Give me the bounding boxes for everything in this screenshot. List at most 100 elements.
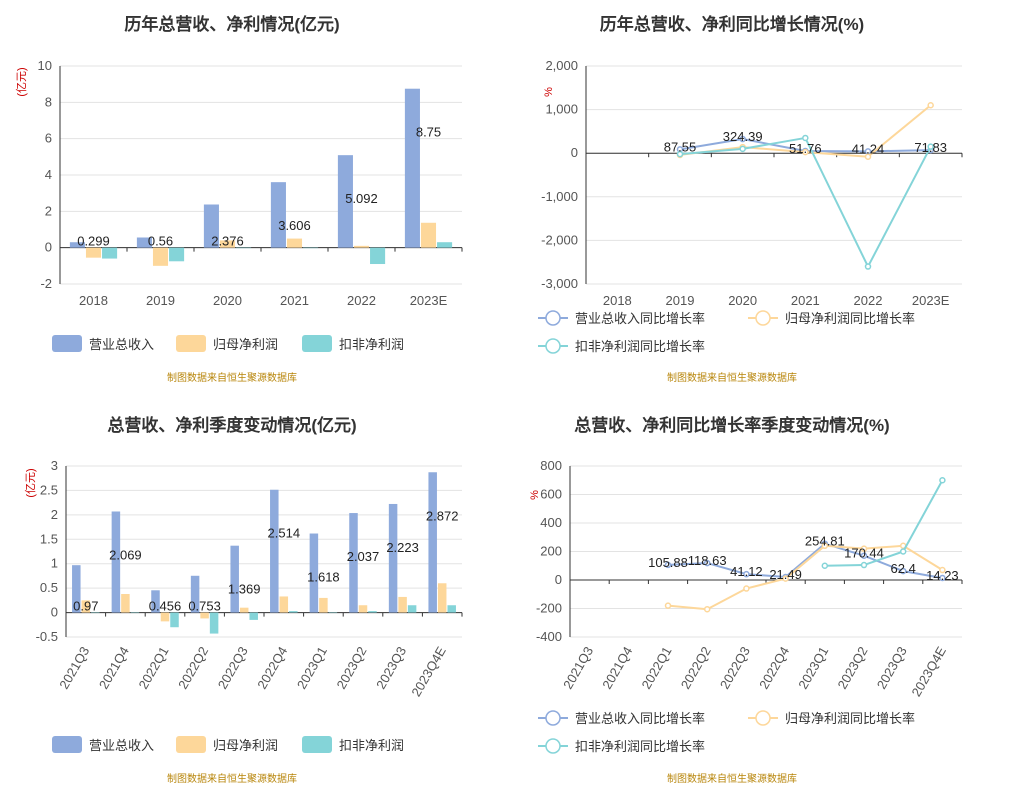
chart-panel-quarterly-amounts: 总营收、净利季度变动情况(亿元) (亿元) 制图数据来自恒生聚源数据库 -0.5… — [0, 399, 508, 798]
data-point — [939, 574, 946, 582]
bar-revenue — [111, 511, 121, 613]
data-label: 2.514 — [268, 526, 301, 541]
x-tick-label: 2023E — [912, 293, 950, 308]
data-point — [939, 477, 946, 484]
x-tick-label: 2023Q2 — [834, 644, 870, 692]
legend-marker — [545, 310, 561, 326]
y-tick-label: 2 — [51, 507, 58, 522]
legend-label: 扣非净利润 — [339, 738, 404, 753]
chart-title: 历年总营收、净利情况(亿元) — [124, 14, 339, 34]
chart-panel-quarterly-growth: 总营收、净利同比增长率季度变动情况(%) % 制图数据来自恒生聚源数据库 -40… — [508, 399, 1016, 798]
y-tick-label: 2 — [45, 203, 52, 218]
data-point — [939, 566, 946, 574]
bar-nonrecurring-profit — [169, 247, 185, 262]
series-line-2 — [824, 479, 944, 567]
data-point — [739, 145, 746, 153]
x-tick-label: 2022 — [347, 293, 376, 308]
bar-revenue — [270, 489, 279, 613]
chart-title: 总营收、净利同比增长率季度变动情况(%) — [574, 415, 889, 435]
legend-label: 归母净利润同比增长率 — [785, 711, 915, 726]
annual-growth-line-chart: 历年总营收、净利同比增长情况(%) % 制图数据来自恒生聚源数据库 -3,000… — [538, 14, 963, 384]
data-label: 3.606 — [278, 218, 311, 233]
data-label: 0.753 — [188, 599, 221, 614]
y-tick-label: -200 — [536, 601, 562, 616]
legend-swatch — [176, 335, 206, 352]
y-tick-label: 800 — [540, 458, 562, 473]
data-point — [664, 561, 672, 569]
quarterly-revenue-profit-bar-chart: 总营收、净利季度变动情况(亿元) (亿元) 制图数据来自恒生聚源数据库 -0.5… — [24, 415, 463, 785]
data-label: 254.81 — [805, 534, 845, 549]
bar-nonrecurring-profit — [249, 612, 258, 620]
series-line-2 — [679, 136, 932, 269]
bar-nonrecurring-profit — [303, 247, 319, 249]
legend-label: 营业总收入 — [89, 337, 154, 352]
y-tick-label: 3 — [51, 458, 58, 473]
legend-label: 扣非净利润 — [339, 337, 404, 352]
bar-parent-profit — [398, 596, 407, 613]
x-tick-label: 2023Q1 — [294, 644, 330, 692]
legend-marker — [545, 738, 561, 754]
y-tick-label: 4 — [45, 167, 52, 182]
data-point — [802, 148, 809, 156]
data-point — [860, 545, 868, 552]
legend-swatch — [52, 335, 82, 352]
y-axis-unit: (亿元) — [24, 468, 37, 497]
legend-swatch — [302, 736, 332, 753]
legend-label: 归母净利润同比增长率 — [785, 311, 915, 326]
data-label: 105.88 — [648, 555, 688, 570]
y-tick-label: 2.5 — [40, 482, 58, 497]
x-tick-label: 2022Q1 — [638, 644, 674, 692]
data-point — [703, 559, 711, 567]
data-point — [860, 561, 868, 569]
series-line-1 — [667, 544, 943, 611]
y-axis-unit: (亿元) — [15, 67, 28, 96]
bar-parent-profit — [121, 594, 130, 613]
data-point — [821, 562, 829, 569]
data-label: 2.223 — [386, 540, 419, 555]
x-tick-label: 2023Q4E — [408, 644, 449, 699]
bar-revenue — [309, 533, 319, 613]
y-tick-label: 2,000 — [545, 58, 578, 73]
data-label: 71.83 — [914, 140, 947, 155]
x-tick-label: 2020 — [728, 293, 757, 308]
x-tick-label: 2021Q4 — [96, 644, 132, 692]
data-point — [899, 548, 907, 555]
data-point — [864, 153, 872, 160]
y-tick-label: 0 — [555, 572, 562, 587]
x-tick-label: 2019 — [146, 293, 175, 308]
x-tick-label: 2022Q4 — [756, 644, 792, 692]
y-tick-label: 1,000 — [545, 102, 578, 117]
x-tick-label: 2018 — [603, 293, 632, 308]
bar-nonrecurring-profit — [328, 612, 338, 614]
data-point — [860, 552, 868, 559]
data-label: 21.49 — [769, 567, 802, 582]
y-tick-label: 8 — [45, 94, 52, 109]
data-point — [743, 585, 750, 592]
bar-revenue — [136, 237, 152, 248]
bar-revenue — [230, 545, 239, 613]
x-tick-label: 2023Q3 — [874, 644, 910, 692]
chart-panel-annual-growth: 历年总营收、净利同比增长情况(%) % 制图数据来自恒生聚源数据库 -3,000… — [508, 0, 1016, 399]
y-tick-label: 0 — [51, 605, 58, 620]
data-source-note: 制图数据来自恒生聚源数据库 — [667, 772, 797, 785]
data-label: 2.037 — [347, 549, 380, 564]
x-tick-label: 2023Q2 — [333, 644, 369, 692]
bar-revenue — [72, 565, 81, 613]
y-tick-label: 0 — [571, 145, 578, 160]
y-tick-label: -2 — [40, 276, 52, 291]
y-tick-label: 10 — [38, 58, 52, 73]
data-label: 170.44 — [844, 546, 884, 561]
x-tick-label: 2023E — [410, 293, 448, 308]
data-point — [927, 143, 934, 150]
chart-title: 历年总营收、净利同比增长情况(%) — [600, 14, 864, 34]
y-tick-label: -400 — [536, 629, 562, 644]
data-label: 2.872 — [426, 508, 459, 523]
bar-revenue — [404, 88, 420, 248]
x-tick-label: 2018 — [79, 293, 108, 308]
data-label: 2.376 — [211, 234, 244, 249]
y-axis-unit: % — [529, 490, 541, 500]
data-source-note: 制图数据来自恒生聚源数据库 — [167, 772, 297, 785]
data-label: 8.75 — [416, 125, 441, 140]
x-tick-label: 2022 — [854, 293, 883, 308]
bar-nonrecurring-profit — [170, 612, 179, 628]
